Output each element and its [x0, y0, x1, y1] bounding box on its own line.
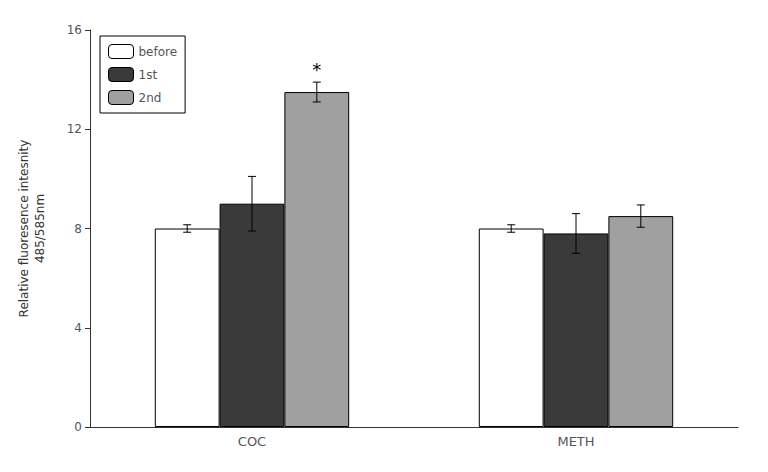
svg-text:4: 4 — [74, 321, 82, 335]
svg-text:METH: METH — [557, 434, 594, 449]
svg-text:*: * — [312, 59, 321, 80]
svg-text:Relative fluoresence intesnity: Relative fluoresence intesnity — [17, 140, 31, 318]
svg-text:8: 8 — [74, 222, 82, 236]
svg-text:COC: COC — [238, 434, 266, 449]
svg-text:485/585nm: 485/585nm — [33, 194, 47, 263]
svg-text:0: 0 — [74, 420, 82, 434]
svg-text:1st: 1st — [139, 68, 158, 82]
svg-text:12: 12 — [67, 122, 82, 136]
svg-text:before: before — [139, 45, 178, 59]
svg-text:16: 16 — [67, 23, 82, 37]
svg-text:2nd: 2nd — [139, 91, 162, 105]
